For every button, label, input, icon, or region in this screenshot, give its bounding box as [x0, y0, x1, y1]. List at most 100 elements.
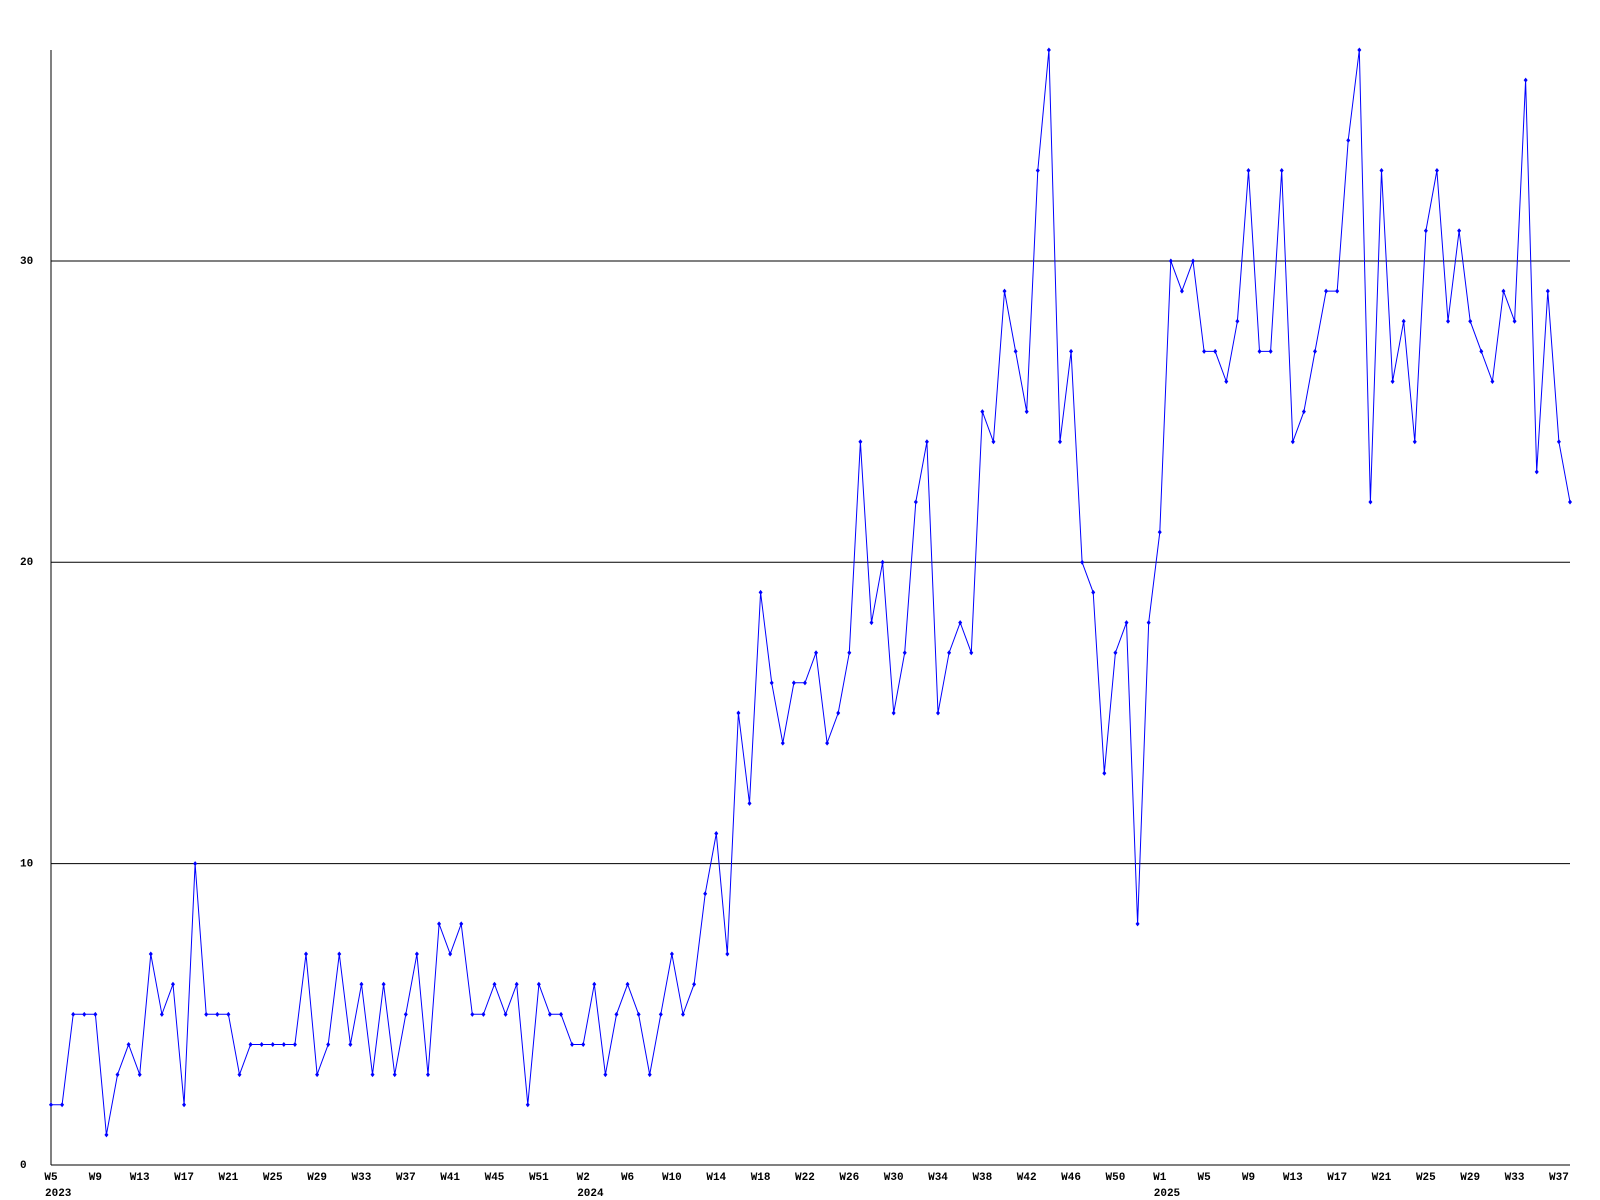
data-point — [980, 409, 985, 415]
x-tick-label: W33 — [352, 1172, 372, 1184]
data-point — [547, 1011, 552, 1017]
year-label: 2023 — [45, 1188, 72, 1200]
data-point — [237, 1072, 242, 1078]
x-tick-label: W5 — [44, 1172, 58, 1184]
data-point — [1157, 529, 1162, 535]
data-point — [780, 740, 785, 746]
data-point — [215, 1011, 220, 1017]
x-tick-label: W6 — [621, 1172, 634, 1184]
x-tick-label: W10 — [662, 1172, 682, 1184]
x-tick-label: W13 — [1283, 1172, 1303, 1184]
data-point — [204, 1011, 209, 1017]
data-point — [1390, 378, 1395, 384]
data-point — [1490, 378, 1495, 384]
x-tick-label: W41 — [440, 1172, 460, 1184]
data-point — [991, 439, 996, 445]
x-tick-label: W26 — [839, 1172, 859, 1184]
x-tick-label: W17 — [1327, 1172, 1347, 1184]
data-point — [769, 680, 774, 686]
data-point — [836, 710, 841, 716]
x-tick-label: W21 — [1372, 1172, 1392, 1184]
data-point — [170, 981, 175, 987]
data-point — [1379, 168, 1384, 174]
data-point — [847, 650, 852, 656]
data-point — [969, 650, 974, 656]
data-point — [936, 710, 941, 716]
data-point — [880, 559, 885, 565]
data-point — [1368, 499, 1373, 505]
data-point — [1312, 348, 1317, 354]
x-tick-label: W33 — [1505, 1172, 1525, 1184]
data-point — [1168, 258, 1173, 264]
x-tick-label: W2 — [577, 1172, 590, 1184]
x-tick-label: W51 — [529, 1172, 549, 1184]
data-point — [525, 1102, 530, 1108]
year-label: 2025 — [1154, 1188, 1181, 1200]
data-point — [1135, 921, 1140, 927]
data-point — [226, 1011, 231, 1017]
data-line — [51, 49, 1571, 1135]
data-point — [536, 981, 541, 987]
data-point — [725, 951, 730, 957]
data-point — [714, 831, 719, 837]
x-tick-label: W18 — [751, 1172, 771, 1184]
data-point — [1468, 318, 1473, 324]
data-point — [1124, 620, 1129, 626]
data-point — [680, 1011, 685, 1017]
data-point — [570, 1041, 575, 1047]
data-point — [1346, 137, 1351, 143]
data-point — [1002, 288, 1007, 294]
data-point — [1024, 409, 1029, 415]
data-point — [902, 650, 907, 656]
x-tick-label: W9 — [1242, 1172, 1255, 1184]
x-tick-label: W22 — [795, 1172, 815, 1184]
x-tick-label: W37 — [396, 1172, 416, 1184]
data-point — [1401, 318, 1406, 324]
data-point — [1545, 288, 1550, 294]
data-point — [514, 981, 519, 987]
data-point — [503, 1011, 508, 1017]
data-point — [802, 680, 807, 686]
data-point — [1324, 288, 1329, 294]
data-point — [126, 1041, 131, 1047]
data-point — [791, 680, 796, 686]
data-point — [1113, 650, 1118, 656]
data-point — [658, 1011, 663, 1017]
data-point — [1268, 348, 1273, 354]
data-point — [425, 1072, 430, 1078]
data-point — [1191, 258, 1196, 264]
data-point — [448, 951, 453, 957]
data-point — [1412, 439, 1417, 445]
data-point — [947, 650, 952, 656]
data-point — [1091, 589, 1096, 595]
data-point — [1446, 318, 1451, 324]
data-point — [370, 1072, 375, 1078]
x-tick-label: W29 — [1460, 1172, 1480, 1184]
data-point — [1290, 439, 1295, 445]
data-point — [692, 981, 697, 987]
data-point — [104, 1132, 109, 1138]
data-point — [315, 1072, 320, 1078]
data-point — [1069, 348, 1074, 354]
data-point — [193, 861, 198, 867]
x-tick-label: W25 — [263, 1172, 283, 1184]
data-point — [1479, 348, 1484, 354]
x-tick-label: W50 — [1106, 1172, 1126, 1184]
data-point — [403, 1011, 408, 1017]
data-point — [703, 891, 708, 897]
x-tick-label: W21 — [218, 1172, 238, 1184]
data-point — [1568, 499, 1572, 505]
data-point — [270, 1041, 275, 1047]
data-point — [414, 951, 419, 957]
data-point — [1423, 228, 1428, 234]
data-point — [858, 439, 863, 445]
data-point — [747, 800, 752, 806]
data-point — [1213, 348, 1218, 354]
data-point — [60, 1102, 65, 1108]
data-point — [603, 1072, 608, 1078]
x-tick-label: W37 — [1549, 1172, 1569, 1184]
data-point — [437, 921, 442, 927]
y-tick-label: 30 — [20, 256, 33, 268]
